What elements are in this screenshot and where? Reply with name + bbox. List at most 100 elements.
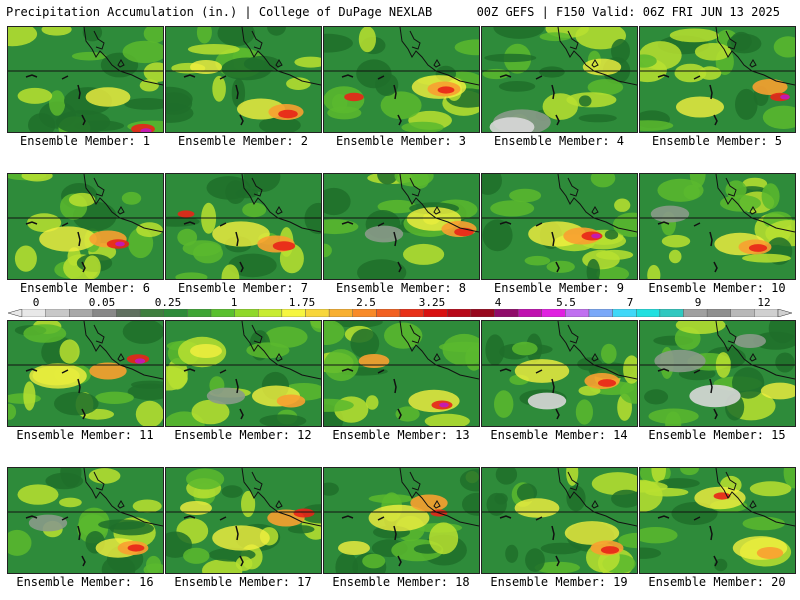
precip-color-scale: 0 0.05 0.25 1 1.75 2.5 3.25 4 5.5 7 9 12: [8, 296, 792, 322]
ensemble-member-label: Ensemble Member: 13: [332, 428, 470, 442]
scale-tick-label: 0.25: [154, 296, 182, 309]
scale-segment: [588, 309, 613, 317]
scale-segment: [730, 309, 755, 317]
ensemble-member-label: Ensemble Member: 9: [493, 281, 625, 295]
ensemble-member-map: [165, 320, 322, 427]
ensemble-member-map: [323, 26, 480, 133]
scale-segment: [305, 309, 330, 317]
ensemble-member-map: [7, 320, 164, 427]
ensemble-member-map: [481, 467, 638, 574]
precip-field: [640, 174, 795, 279]
scale-segment: [163, 309, 188, 317]
color-scale-bar: [8, 309, 792, 317]
ensemble-member-label: Ensemble Member: 19: [490, 575, 628, 589]
scale-segment: [328, 309, 353, 317]
scale-segment: [399, 309, 424, 317]
scale-segment: [423, 309, 448, 317]
precip-field: [324, 468, 479, 573]
scale-segment: [210, 309, 235, 317]
ensemble-member-label: Ensemble Member: 10: [648, 281, 786, 295]
precip-field: [324, 27, 479, 132]
scale-segment: [494, 309, 519, 317]
scale-tick-label: 12: [757, 296, 771, 309]
ensemble-member-label: Ensemble Member: 5: [651, 134, 783, 148]
scale-max-arrow: [777, 309, 792, 317]
scale-segment: [754, 309, 779, 317]
ensemble-member-label: Ensemble Member: 12: [174, 428, 312, 442]
scale-segment: [234, 309, 259, 317]
ensemble-member-map: [323, 320, 480, 427]
ensemble-member-label: Ensemble Member: 20: [648, 575, 786, 589]
precip-field: [482, 468, 637, 573]
precip-field: [640, 27, 795, 132]
scale-segment: [139, 309, 164, 317]
scale-segment: [281, 309, 306, 317]
scale-segment: [352, 309, 377, 317]
scale-segment: [470, 309, 495, 317]
precip-field: [482, 321, 637, 426]
scale-segment: [683, 309, 708, 317]
scale-segment: [659, 309, 684, 317]
ensemble-member-map: [323, 173, 480, 280]
precip-field: [8, 27, 163, 132]
ensemble-member-label: Ensemble Member: 17: [174, 575, 312, 589]
scale-segment: [706, 309, 731, 317]
scale-segment: [447, 309, 472, 317]
scale-segment: [565, 309, 590, 317]
scale-segment: [376, 309, 401, 317]
precip-field: [640, 321, 795, 426]
precip-field: [8, 174, 163, 279]
ensemble-member-map: [7, 173, 164, 280]
precip-field: [324, 174, 479, 279]
precip-field: [166, 27, 321, 132]
ensemble-member-map: [323, 467, 480, 574]
scale-segment: [69, 309, 94, 317]
model-run-info: 00Z GEFS | F150 Valid: 06Z FRI JUN 13 20…: [476, 5, 780, 19]
scale-tick-label: 7: [626, 296, 634, 309]
precip-field: [640, 468, 795, 573]
ensemble-member-map: [639, 26, 796, 133]
scale-segment: [258, 309, 283, 317]
precip-field: [482, 174, 637, 279]
scale-segment: [116, 309, 141, 317]
ensemble-member-label: Ensemble Member: 8: [335, 281, 467, 295]
scale-min-arrow: [8, 309, 23, 317]
scale-tick-label: 1: [230, 296, 238, 309]
scale-segment: [517, 309, 542, 317]
scale-tick-label: 3.25: [418, 296, 446, 309]
precip-field: [482, 27, 637, 132]
scale-tick-label: 0.05: [88, 296, 116, 309]
ensemble-member-label: Ensemble Member: 4: [493, 134, 625, 148]
ensemble-member-map: [7, 467, 164, 574]
scale-segment: [45, 309, 70, 317]
ensemble-member-map: [7, 26, 164, 133]
ensemble-member-map: [165, 467, 322, 574]
ensemble-member-map: [639, 467, 796, 574]
ensemble-member-map: [639, 173, 796, 280]
scale-tick-label: 5.5: [556, 296, 576, 309]
ensemble-member-label: Ensemble Member: 15: [648, 428, 786, 442]
scale-segment: [612, 309, 637, 317]
scale-tick-label: 1.75: [288, 296, 316, 309]
precip-field: [8, 468, 163, 573]
scale-segment: [187, 309, 212, 317]
precip-field: [166, 321, 321, 426]
scale-tick-label: 0: [32, 296, 40, 309]
scale-tick-label: 4: [494, 296, 502, 309]
ensemble-member-label: Ensemble Member: 16: [16, 575, 154, 589]
precip-field: [8, 321, 163, 426]
ensemble-member-map: [165, 173, 322, 280]
scale-segment: [21, 309, 46, 317]
ensemble-member-label: Ensemble Member: 7: [177, 281, 309, 295]
ensemble-member-label: Ensemble Member: 14: [490, 428, 628, 442]
ensemble-member-label: Ensemble Member: 1: [19, 134, 151, 148]
ensemble-member-label: Ensemble Member: 6: [19, 281, 151, 295]
ensemble-member-label: Ensemble Member: 2: [177, 134, 309, 148]
scale-tick-label: 2.5: [356, 296, 376, 309]
ensemble-member-map: [639, 320, 796, 427]
ensemble-member-map: [481, 320, 638, 427]
precip-field: [166, 468, 321, 573]
ensemble-member-map: [481, 26, 638, 133]
scale-segment: [636, 309, 661, 317]
scale-segment: [92, 309, 117, 317]
